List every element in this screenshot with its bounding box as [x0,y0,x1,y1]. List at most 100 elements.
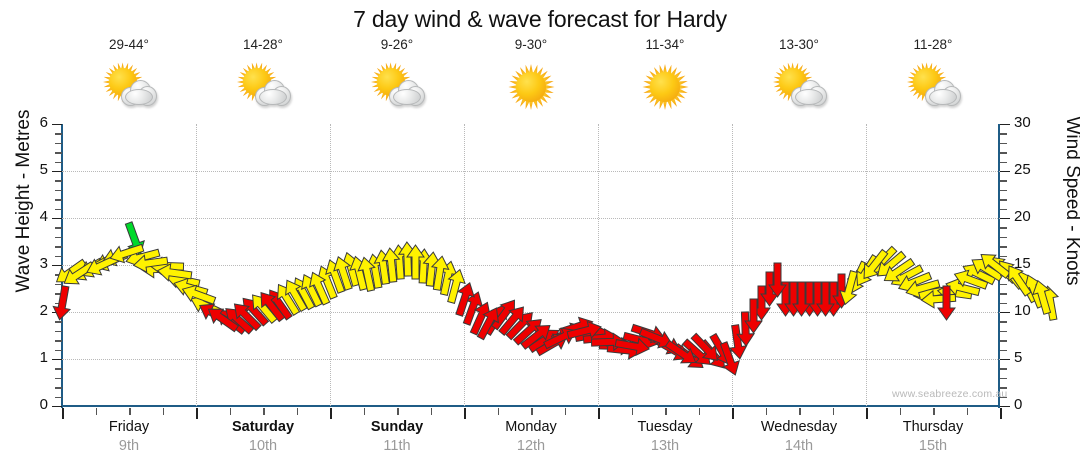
y-axis-left-minor-tick [55,349,62,352]
cloud-glyph [791,78,827,106]
y-axis-left-tick-label: 4 [39,208,48,225]
wind-arrow [518,319,555,353]
y-axis-left-minor-tick [55,321,62,323]
y-axis-left-minor-tick [55,340,62,342]
watermark: www.seabreeze.com.au [892,388,1008,400]
x-axis-day-label: Monday 12th [464,418,598,460]
partly-cloudy-icon [97,58,161,116]
day-name: Wednesday [760,419,838,435]
day-name: Saturday [231,419,295,435]
day-name: Sunday [370,419,424,435]
day-header: 13-30° [732,38,866,122]
y-axis-right-minor-tick [1000,133,1007,135]
x-axis-minor-tick [698,408,700,415]
x-axis-minor-tick [397,408,399,415]
x-axis-day-label: Friday 9th [62,418,196,460]
y-axis-right-minor-tick [1000,283,1007,286]
y-axis-right-minor-tick [1000,199,1007,201]
gridline-day-boundary [464,124,465,406]
y-axis-left-title: Wave Height - Metres [13,109,34,293]
gridline-day-boundary [598,124,599,406]
day-header: 29-44° [62,38,196,122]
partly-cloudy-icon [901,58,965,116]
x-axis-major-tick [1000,408,1002,419]
x-axis-minor-tick [631,408,633,415]
x-axis-day-label: Wednesday 14th [732,418,866,460]
day-header: 9-26° [330,38,464,122]
temperature-range: 11-28° [913,37,953,52]
y-axis-left-minor-tick [55,161,62,164]
wind-arrow [879,254,917,287]
y-axis-right-tick [1000,405,1010,407]
x-axis-minor-tick [899,408,901,415]
y-axis-left-line [61,124,63,408]
wind-arrow [180,281,218,309]
wind-arrow [443,267,468,304]
y-axis-left-minor-tick [55,377,62,380]
y-axis-left-minor-tick [55,396,62,399]
y-axis-right-tick-label: 25 [1014,161,1031,178]
y-axis-left-tick-label: 5 [39,161,48,178]
x-axis-minor-tick [263,408,265,415]
x-axis-minor-tick [95,408,97,415]
y-axis-left-minor-tick [55,133,62,135]
day-date: 9th [118,438,140,454]
y-axis-right-minor-tick [1000,396,1007,399]
day-header: 9-30° [464,38,598,122]
wind-arrow [254,288,288,325]
cloud-glyph [925,78,961,106]
x-axis-minor-tick [363,408,365,415]
temperature-range: 13-30° [779,37,819,52]
y-axis-right-minor-tick [1000,236,1007,239]
day-header: 14-28° [196,38,330,122]
wind-arrow [687,330,723,366]
day-header: 11-34° [598,38,732,122]
x-axis-minor-tick [229,408,231,415]
wind-arrow [904,275,941,301]
y-axis-left-minor-tick [55,180,62,182]
wind-arrow [381,247,401,283]
x-axis-minor-tick [832,408,834,415]
x-axis-minor-tick [430,408,432,415]
y-axis-right-minor-tick [1000,387,1007,389]
wind-arrow [204,302,242,335]
x-axis-minor-tick [497,408,499,415]
temperature-range: 9-30° [514,37,548,52]
y-axis-left-tick-label: 2 [39,302,48,319]
x-axis-major-tick [330,408,332,419]
y-axis-right-minor-tick [1000,180,1007,182]
y-axis-right-tick [1000,123,1010,125]
y-axis-right-minor-tick [1000,255,1007,258]
y-axis-left-minor-tick [55,199,62,201]
gridline-horizontal [62,312,1000,313]
wind-arrow [768,262,788,298]
y-axis-right-tick-label: 20 [1014,208,1031,225]
y-axis-left-tick-label: 6 [39,114,48,131]
y-axis-right-minor-tick [1000,142,1007,145]
day-date: 14th [784,438,814,454]
y-axis-right-tick-label: 15 [1014,255,1031,272]
wind-arrow [51,284,74,321]
y-axis-right-tick [1000,311,1010,313]
y-axis-left-minor-tick [55,236,62,239]
x-axis-major-tick [196,408,198,419]
y-axis-left-tick [52,264,62,266]
x-axis-major-tick [62,408,64,419]
page-title: 7 day wind & wave forecast for Hardy [353,6,727,32]
wind-arrow [837,269,862,306]
gridline-day-boundary [732,124,733,406]
y-axis-right-tick-label: 30 [1014,114,1031,131]
temperature-range: 29-44° [109,37,149,52]
y-axis-right-tick-label: 10 [1014,302,1031,319]
y-axis-left-tick [52,217,62,219]
x-axis-minor-tick [162,408,164,415]
x-axis-minor-tick [933,408,935,415]
wind-arrow [356,256,380,293]
wind-arrow [566,318,603,343]
wind-arrow [330,254,357,292]
wind-arrow [156,262,193,284]
wind-arrow [495,301,530,338]
wind-arrow [662,337,700,370]
y-axis-right-minor-tick [1000,368,1007,370]
